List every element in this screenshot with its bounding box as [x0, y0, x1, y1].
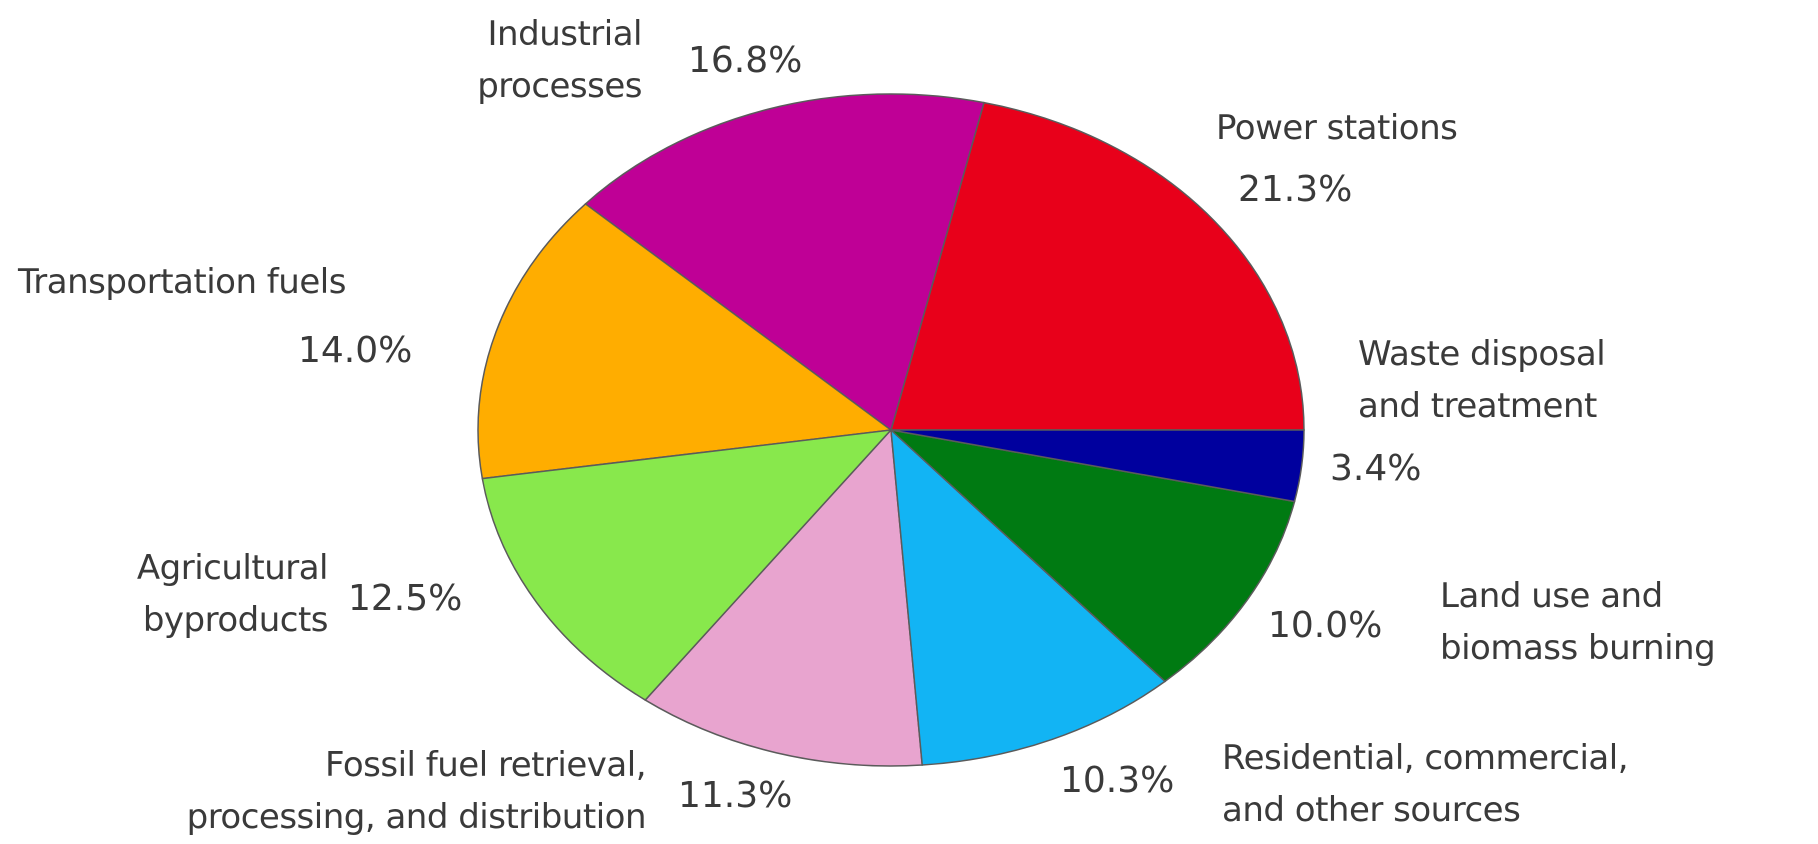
label-transportation-fuels: Transportation fuels [18, 262, 346, 302]
pct-agricultural-byproducts: 12.5% [348, 578, 463, 619]
pie-slices [477, 93, 1305, 767]
label-industrial-processes-line2: processes [477, 66, 642, 106]
pie-slice-waste-disposal-and-treatment [890, 429, 1305, 503]
label-agricultural-byproducts-line2: byproducts [142, 600, 329, 640]
label-agricultural-byproducts-line1: Agricultural [136, 548, 329, 588]
label-waste-disposal-line1: Waste disposal [1358, 334, 1606, 374]
pct-residential: 10.3% [1060, 760, 1175, 801]
pie-slice-industrial-processes [584, 93, 985, 432]
pie-slice-land-use-and-biomass-burning [888, 428, 1296, 683]
pie-slice-power-stations [890, 101, 1305, 431]
label-power-stations: Power stations [1216, 108, 1458, 148]
pie-slice-fossil-fuel-retrieval-processing-and-distribution [644, 428, 924, 767]
label-fossil-fuel-line2: processing, and distribution [186, 797, 647, 837]
pct-waste-disposal: 3.4% [1330, 448, 1422, 489]
label-waste-disposal-line2: and treatment [1358, 386, 1597, 426]
label-fossil-fuel-line1: Fossil fuel retrieval, [325, 745, 647, 785]
pct-transportation-fuels: 14.0% [298, 330, 413, 371]
pie-slice-agricultural-byproducts [481, 429, 893, 702]
label-industrial-processes-line1: Industrial [487, 14, 643, 54]
pie-slice-transportation-fuels [477, 202, 893, 480]
pct-power-stations: 21.3% [1238, 169, 1353, 210]
pct-fossil-fuel: 11.3% [678, 775, 793, 816]
label-residential-line2: and other sources [1222, 790, 1521, 830]
label-residential-line1: Residential, commercial, [1222, 738, 1629, 778]
pct-industrial-processes: 16.8% [688, 40, 803, 81]
pie-slice-residential-commercial-and-other-sources [890, 428, 1167, 766]
label-land-use-line1: Land use and [1440, 576, 1663, 616]
pct-land-use: 10.0% [1268, 605, 1383, 646]
label-land-use-line2: biomass burning [1440, 628, 1716, 668]
